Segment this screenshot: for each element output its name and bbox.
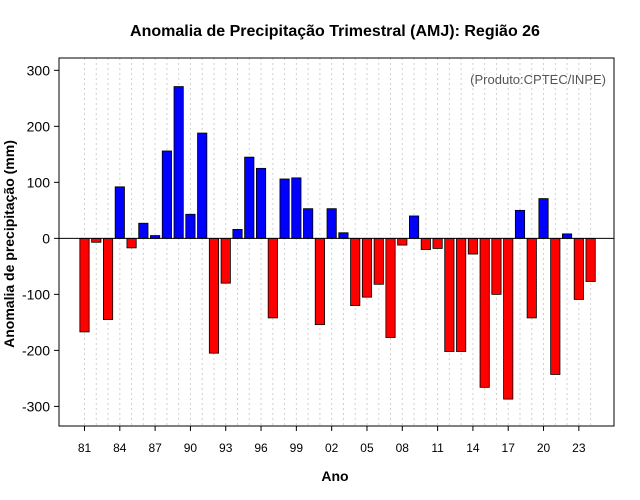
x-tick-label: 90 xyxy=(184,441,198,455)
bar-2017 xyxy=(503,237,514,400)
x-tick-label: 23 xyxy=(572,441,586,455)
bar-1998 xyxy=(279,178,290,239)
y-tick-label: -300 xyxy=(22,398,50,414)
bar-1981 xyxy=(79,237,90,333)
gridlines xyxy=(84,58,592,426)
bar-1999 xyxy=(291,177,302,239)
bar-2016 xyxy=(491,237,502,295)
bar-2001 xyxy=(314,237,325,326)
y-axis: -300 -200 -100 0 100 200 300 xyxy=(22,62,59,414)
x-tick-label: 93 xyxy=(219,441,233,455)
x-tick-label: 96 xyxy=(254,441,268,455)
bar-2009 xyxy=(409,215,420,239)
bar-2015 xyxy=(479,237,490,388)
bar-2013 xyxy=(456,237,467,352)
bar-1993 xyxy=(220,237,231,284)
chart-title: Anomalia de Precipitação Trimestral (AMJ… xyxy=(130,23,540,40)
bar-2020 xyxy=(538,198,549,239)
y-tick-label: 0 xyxy=(42,230,50,246)
bar-1990 xyxy=(185,213,196,239)
x-tick-label: 20 xyxy=(537,441,551,455)
bar-1996 xyxy=(255,167,267,239)
bar-2018 xyxy=(514,209,526,239)
bar-2024 xyxy=(585,237,596,282)
x-tick-label: 14 xyxy=(466,441,480,455)
bar-2006 xyxy=(373,237,384,285)
bar-2003 xyxy=(338,232,349,239)
credit-text: (Produto:CPTEC/INPE) xyxy=(470,72,606,87)
y-tick-label: 100 xyxy=(27,174,51,190)
bar-2022 xyxy=(562,233,573,239)
x-tick-label: 84 xyxy=(113,441,127,455)
bar-2005 xyxy=(361,237,373,298)
y-axis-label: Anomalia de precipitação (mm) xyxy=(1,140,17,348)
x-tick-label: 87 xyxy=(148,441,162,455)
bar-2002 xyxy=(326,208,337,239)
bar-2023 xyxy=(573,237,584,300)
bar-1992 xyxy=(208,237,220,354)
x-tick-label: 08 xyxy=(396,441,410,455)
bar-1984 xyxy=(114,186,125,239)
bar-1985 xyxy=(126,237,137,249)
bar-1989 xyxy=(173,86,184,239)
bar-2019 xyxy=(526,237,537,319)
bar-1994 xyxy=(232,228,243,239)
x-tick-label: 11 xyxy=(431,441,444,455)
bar-2007 xyxy=(385,237,396,338)
bar-2012 xyxy=(444,237,455,352)
bar-1997 xyxy=(267,237,278,319)
bar-1982 xyxy=(91,237,102,243)
x-tick-label: 17 xyxy=(502,441,516,455)
x-tick-label: 81 xyxy=(78,441,92,455)
bar-1986 xyxy=(138,222,149,239)
bar-1995 xyxy=(244,156,255,239)
bar-1983 xyxy=(102,237,114,320)
y-tick-label: 200 xyxy=(27,118,51,134)
bar-2014 xyxy=(467,237,478,255)
x-tick-label: 02 xyxy=(325,441,339,455)
x-axis: 81 84 87 90 93 96 99 02 05 08 11 14 17 20 23 xyxy=(78,426,586,455)
bar-2008 xyxy=(397,237,408,246)
plot-frame xyxy=(58,57,615,427)
bar-2021 xyxy=(550,237,561,375)
bars xyxy=(79,86,596,400)
y-tick-label: 300 xyxy=(27,62,51,78)
x-axis-label: Ano xyxy=(321,468,348,484)
bar-1988 xyxy=(161,150,172,239)
x-tick-label: 05 xyxy=(360,441,374,455)
y-tick-label: -200 xyxy=(22,342,50,358)
y-tick-label: -100 xyxy=(22,286,50,302)
bar-2011 xyxy=(432,237,443,249)
bar-2010 xyxy=(420,237,431,250)
bar-2004 xyxy=(350,237,361,306)
bar-2000 xyxy=(303,208,314,239)
x-tick-label: 99 xyxy=(290,441,304,455)
bar-1991 xyxy=(197,132,208,239)
